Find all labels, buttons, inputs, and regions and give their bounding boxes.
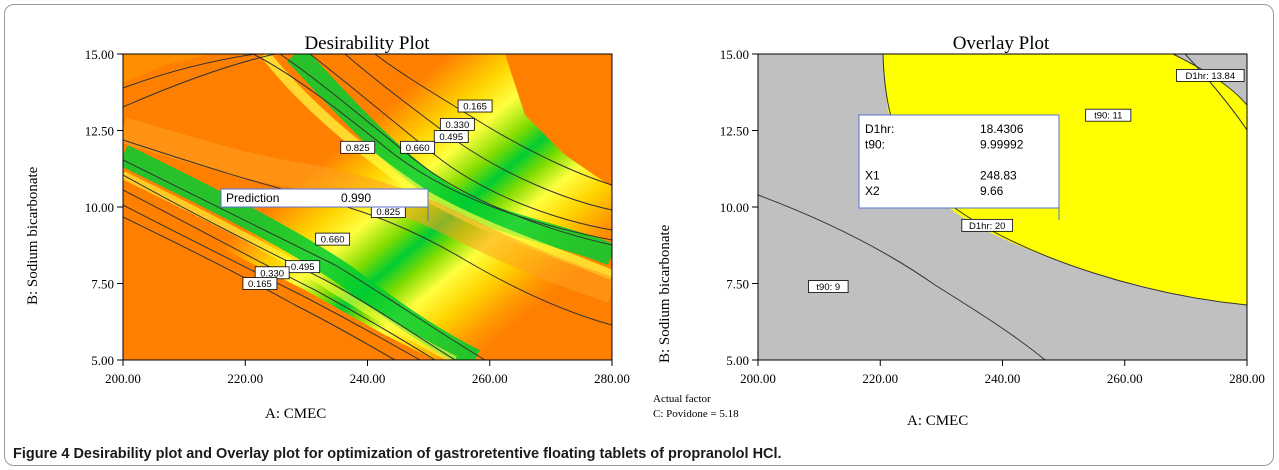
desirability-y-tick-label: 10.00 xyxy=(85,200,114,215)
overlay-flag-value: 9.66 xyxy=(980,184,1004,198)
figure-caption: Figure 4 Desirability plot and Overlay p… xyxy=(13,446,782,462)
desirability-contour-label-box xyxy=(242,277,278,290)
overlay-x-tick-label: 200.00 xyxy=(740,371,776,386)
desirability-x-tick-label: 220.00 xyxy=(227,371,263,386)
actual-factor-label: Actual factor xyxy=(653,393,711,405)
overlay-flag-key: D1hr: xyxy=(865,122,894,136)
desirability-x-tick-label: 280.00 xyxy=(594,371,630,386)
overlay-y-tick-label: 15.00 xyxy=(720,47,749,62)
actual-factor-value: C: Povidone = 5.18 xyxy=(653,408,739,420)
desirability-plot: Desirability Plot xyxy=(25,33,630,422)
desirability-contour-label: 0.660 xyxy=(406,143,430,154)
desirability-contour-label: 0.825 xyxy=(376,207,400,218)
desirability-y-tick-label: 15.00 xyxy=(85,47,114,62)
overlay-flag-value: 18.4306 xyxy=(980,122,1024,136)
desirability-contour-label: 0.330 xyxy=(445,120,469,131)
overlay-y-label: B: Sodium bicarbonate xyxy=(657,224,673,363)
desirability-x-tick-label: 240.00 xyxy=(350,371,386,386)
overlay-contour-labels: D1hr: 13.84 t90: 11 D1hr: 20 t90: 9 xyxy=(808,69,1245,293)
desirability-y-label: B: Sodium bicarbonate xyxy=(25,166,41,305)
overlay-plot: Overlay Plot D1hr: 13.84 t90: 11 D1hr: 20 t… xyxy=(653,33,1265,429)
overlay-flag: D1hr: 18.4306 t90: 9.99992 X1 248.83 X2 9.66 xyxy=(858,114,1060,220)
desirability-contour-labels: 0.1650.3300.4950.6600.8250.8250.6600.495… xyxy=(242,99,493,290)
desirability-contour-label: 0.495 xyxy=(291,262,315,273)
overlay-contour-label: t90: 11 xyxy=(1094,111,1122,122)
overlay-contour-label: D1hr: 13.84 xyxy=(1185,71,1235,82)
desirability-title: Desirability Plot xyxy=(304,33,430,54)
overlay-flag-box xyxy=(858,114,1060,209)
desirability-contour-label-box xyxy=(340,140,376,154)
desirability-contour-label: 0.165 xyxy=(248,279,272,290)
desirability-x-tick-label: 260.00 xyxy=(472,371,508,386)
prediction-label: Prediction xyxy=(226,191,279,205)
overlay-axis-ticks: 200.00 220.00 240.00 260.00 280.00 5.00 7.50 10… xyxy=(720,47,1265,386)
overlay-flag-key: X1 xyxy=(865,169,880,183)
caption-label: Figure 4 xyxy=(13,446,70,462)
overlay-x-tick-label: 280.00 xyxy=(1229,371,1265,386)
desirability-y-tick-label: 5.00 xyxy=(91,353,114,368)
overlay-contour-label-box xyxy=(808,280,849,293)
plots-svg: Desirability Plot xyxy=(25,33,1265,429)
desirability-contour-label: 0.825 xyxy=(346,143,370,154)
overlay-contour-label-box xyxy=(1176,69,1245,82)
desirability-contour-label: 0.165 xyxy=(463,102,487,113)
overlay-x-tick-label: 240.00 xyxy=(985,371,1021,386)
desirability-contour-label: 0.660 xyxy=(321,235,345,246)
overlay-y-tick-label: 7.50 xyxy=(726,277,749,292)
overlay-x-label: A: CMEC xyxy=(907,413,968,429)
overlay-contour-label: t90: 9 xyxy=(816,282,840,293)
desirability-y-tick-label: 12.50 xyxy=(85,124,114,139)
overlay-y-tick-label: 5.00 xyxy=(726,353,749,368)
overlay-flag-key: t90: xyxy=(865,138,885,152)
prediction-flag-box xyxy=(220,188,429,208)
overlay-flag-value: 9.99992 xyxy=(980,138,1024,152)
prediction-flag: Prediction 0.990 xyxy=(220,188,429,221)
overlay-title: Overlay Plot xyxy=(953,33,1050,54)
desirability-y-tick-label: 7.50 xyxy=(91,277,114,292)
desirability-contour-label-box xyxy=(433,130,469,144)
overlay-flag-key: X2 xyxy=(865,184,880,198)
figure-panel: Desirability Plot xyxy=(4,4,1274,466)
desirability-axis-ticks: 200.00 220.00 240.00 260.00 280.00 5.00 7.50 10… xyxy=(85,47,630,386)
desirability-contour-label-box xyxy=(457,99,493,113)
desirability-x-label: A: CMEC xyxy=(265,406,326,422)
desirability-x-tick-label: 200.00 xyxy=(105,371,141,386)
overlay-y-tick-label: 12.50 xyxy=(720,124,749,139)
desirability-contour-label: 0.330 xyxy=(260,268,284,279)
overlay-flag-value: 248.83 xyxy=(980,169,1017,183)
overlay-contour-label-box xyxy=(1085,108,1132,122)
overlay-contour-label: D1hr: 20 xyxy=(969,221,1005,232)
overlay-y-tick-label: 10.00 xyxy=(720,200,749,215)
caption-text: Desirability plot and Overlay plot for o… xyxy=(73,446,782,462)
desirability-contour-label: 0.495 xyxy=(439,132,463,143)
overlay-x-tick-label: 220.00 xyxy=(862,371,898,386)
desirability-contour-label-box xyxy=(315,232,351,246)
prediction-value: 0.990 xyxy=(341,191,371,205)
overlay-x-tick-label: 260.00 xyxy=(1107,371,1143,386)
desirability-contour-label-box xyxy=(400,140,436,154)
overlay-contour-label-box xyxy=(961,218,1014,232)
